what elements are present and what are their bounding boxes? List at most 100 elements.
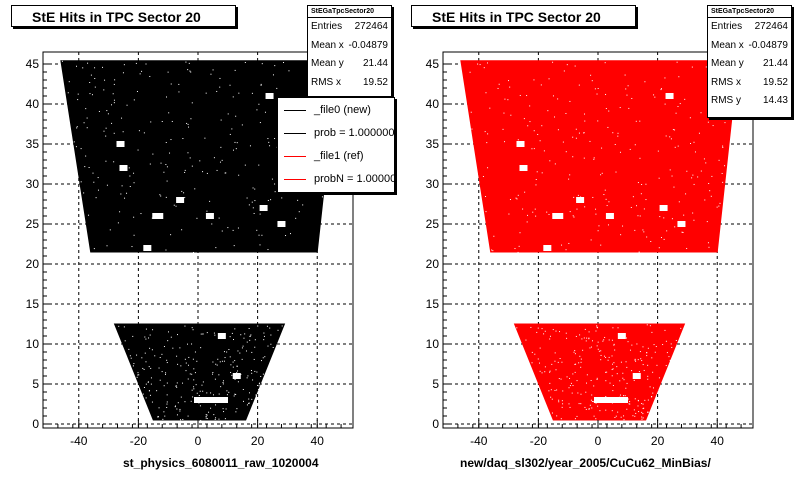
speckle-point — [534, 208, 536, 210]
speckle-point — [585, 391, 587, 393]
speckle-point — [485, 211, 487, 213]
speckle-point — [600, 350, 602, 352]
speckle-point — [555, 369, 557, 371]
speckle-point — [595, 330, 597, 332]
speckle-point — [189, 157, 191, 159]
speckle-point — [580, 358, 582, 360]
legend-line — [284, 156, 306, 157]
speckle-point — [626, 366, 628, 368]
speckle-point — [113, 83, 115, 85]
speckle-point — [164, 415, 166, 417]
speckle-point — [537, 358, 539, 360]
speckle-point — [589, 404, 591, 406]
speckle-point — [256, 371, 258, 373]
speckle-point — [722, 145, 724, 147]
speckle-point — [554, 352, 556, 354]
speckle-point — [557, 129, 559, 131]
speckle-point — [113, 102, 115, 104]
speckle-point — [131, 246, 133, 248]
speckle-point — [174, 406, 176, 408]
speckle-point — [177, 402, 179, 404]
speckle-point — [250, 369, 252, 371]
speckle-point — [98, 110, 100, 112]
speckle-point — [581, 338, 583, 340]
speckle-point — [158, 367, 160, 369]
speckle-point — [236, 372, 238, 374]
speckle-point — [160, 195, 162, 197]
empty-pad-hole — [665, 93, 674, 99]
speckle-point — [539, 347, 541, 349]
speckle-point — [204, 137, 206, 139]
speckle-point — [596, 326, 598, 328]
empty-pad-hole — [576, 197, 585, 203]
speckle-point — [229, 133, 231, 135]
speckle-point — [600, 244, 602, 246]
speckle-point — [704, 199, 706, 201]
speckle-point — [617, 411, 619, 413]
legend-label: _file0 (new) — [314, 104, 371, 116]
speckle-point — [187, 123, 189, 125]
speckle-point — [170, 336, 172, 338]
speckle-point — [637, 215, 639, 217]
speckle-point — [639, 351, 641, 353]
speckle-point — [664, 329, 666, 331]
speckle-point — [103, 130, 105, 132]
speckle-point — [242, 400, 244, 402]
speckle-point — [562, 403, 564, 405]
speckle-point — [199, 405, 201, 407]
speckle-point — [132, 365, 134, 367]
speckle-point — [210, 73, 212, 75]
speckle-point — [129, 355, 131, 357]
speckle-point — [149, 163, 151, 165]
speckle-point — [627, 398, 629, 400]
speckle-point — [655, 346, 657, 348]
speckle-point — [517, 194, 519, 196]
speckle-point — [665, 340, 667, 342]
speckle-point — [97, 177, 99, 179]
legend: _file0 (new) prob = 1.000000 _file1 (ref… — [277, 97, 395, 193]
speckle-point — [607, 359, 609, 361]
speckle-point — [138, 374, 140, 376]
speckle-point — [194, 372, 196, 374]
speckle-point — [617, 135, 619, 137]
speckle-point — [585, 408, 587, 410]
speckle-point — [195, 384, 197, 386]
speckle-point — [83, 122, 85, 124]
speckle-point — [225, 408, 227, 410]
speckle-point — [596, 377, 598, 379]
speckle-point — [188, 62, 190, 64]
speckle-point — [185, 370, 187, 372]
speckle-point — [489, 107, 491, 109]
speckle-point — [150, 377, 152, 379]
speckle-point — [671, 346, 673, 348]
speckle-point — [176, 386, 178, 388]
speckle-point — [629, 349, 631, 351]
speckle-point — [668, 356, 670, 358]
speckle-point — [623, 395, 625, 397]
speckle-point — [596, 345, 598, 347]
speckle-point — [533, 148, 535, 150]
speckle-point — [167, 340, 169, 342]
empty-pad-hole — [259, 205, 268, 211]
speckle-point — [76, 127, 78, 129]
speckle-point — [580, 393, 582, 395]
speckle-point — [187, 364, 189, 366]
speckle-point — [707, 121, 709, 123]
speckle-point — [225, 172, 227, 174]
speckle-point — [190, 400, 192, 402]
speckle-point — [302, 204, 304, 206]
speckle-point — [263, 335, 265, 337]
speckle-point — [151, 401, 153, 403]
empty-pad-hole — [632, 373, 641, 379]
speckle-point — [283, 62, 285, 64]
speckle-point — [600, 354, 602, 356]
speckle-point — [649, 325, 651, 327]
speckle-point — [601, 172, 603, 174]
speckle-point — [237, 350, 239, 352]
speckle-point — [624, 74, 626, 76]
speckle-point — [597, 341, 599, 343]
speckle-point — [594, 88, 596, 90]
speckle-point — [224, 172, 226, 174]
speckle-point — [678, 76, 680, 78]
speckle-point — [184, 401, 186, 403]
